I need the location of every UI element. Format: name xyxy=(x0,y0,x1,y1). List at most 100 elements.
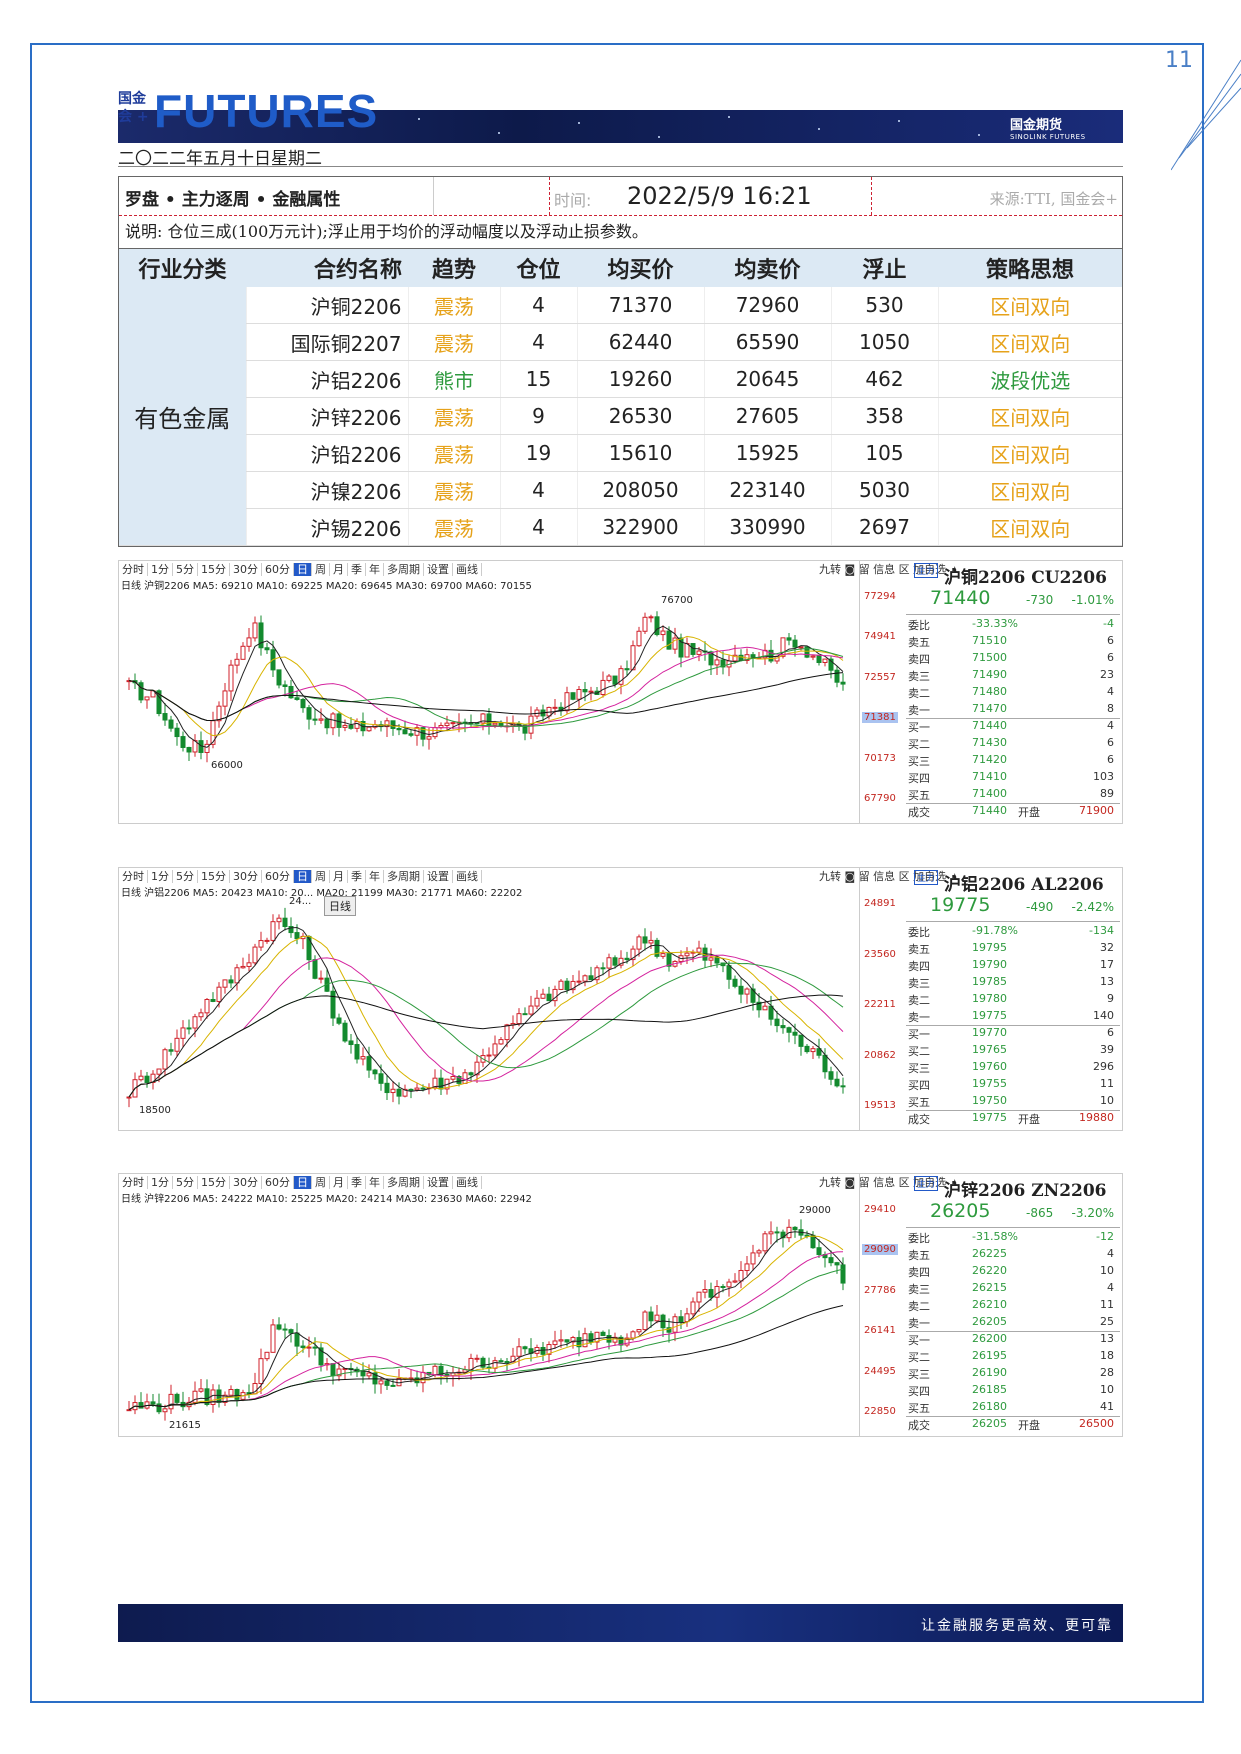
contract-name: 沪锡2206 xyxy=(245,508,408,546)
trend-cell: 震荡 xyxy=(407,323,500,361)
ask-row: 卖二 71480 4 xyxy=(908,685,1114,700)
chart-toolbar: 分时 1分 5分 15分 30分 60分日周月季年多周期 设置 画线 xyxy=(119,1174,859,1190)
candle-body xyxy=(264,939,270,942)
period-tab[interactable]: 周 xyxy=(312,870,330,883)
period-tab[interactable]: 周 xyxy=(312,1176,330,1189)
candle-body xyxy=(192,1390,198,1403)
period-tab[interactable]: 1分 xyxy=(148,563,173,576)
period-tab[interactable]: 多周期 xyxy=(384,563,424,576)
period-tab[interactable]: 设置 xyxy=(424,563,453,576)
candle-body xyxy=(408,1088,414,1091)
candle-body xyxy=(624,957,630,961)
period-tab[interactable]: 画线 xyxy=(453,563,482,576)
y-tick: 22211 xyxy=(864,999,896,1010)
period-tab[interactable]: 月 xyxy=(330,870,348,883)
period-tab[interactable]: 年 xyxy=(366,1176,384,1189)
candle-body xyxy=(672,637,678,650)
bid-row: 买五 19750 10 xyxy=(908,1094,1114,1109)
period-tab[interactable]: 分时 xyxy=(119,1176,148,1189)
period-tab[interactable]: 周 xyxy=(312,563,330,576)
brand-logo-text: 国金会 + xyxy=(118,91,149,125)
candle-body xyxy=(258,622,264,649)
period-tab[interactable]: 日 xyxy=(294,563,312,576)
zinc-chart[interactable]: 分时 1分 5分 15分 30分 60分日周月季年多周期 设置 画线 九转 ◙ 留 信息 区 加… xyxy=(118,1173,1123,1437)
period-tab[interactable]: 多周期 xyxy=(384,870,424,883)
chart-tools[interactable]: 九转 ◙ 留 信息 区 加自选 ➧ xyxy=(819,870,959,883)
bid-row: 买二 26195 18 xyxy=(908,1349,1114,1364)
ma-line xyxy=(128,635,844,737)
position-cell: 15 xyxy=(499,360,577,398)
quote-panel: 主力 沪铝2206 AL2206 19775 -490 -2.42% 委比 -91.78% -… xyxy=(906,868,1120,1130)
period-tab[interactable]: 画线 xyxy=(453,1176,482,1189)
candlestick-plot[interactable] xyxy=(119,561,859,823)
period-tab[interactable]: 30分 xyxy=(230,1176,262,1189)
period-tab[interactable]: 设置 xyxy=(424,870,453,883)
period-tab[interactable]: 60分 xyxy=(262,1176,294,1189)
period-tab[interactable]: 分时 xyxy=(119,563,148,576)
candle-body xyxy=(270,921,276,941)
copper-chart[interactable]: 分时 1分 5分 15分 30分 60分日周月季年多周期 设置 画线 九转 ◙ 留 信息 区 加… xyxy=(118,560,1123,824)
period-tab[interactable]: 日 xyxy=(294,1176,312,1189)
candlestick-plot[interactable] xyxy=(119,868,859,1130)
period-tab[interactable]: 年 xyxy=(366,870,384,883)
period-tab[interactable]: 分时 xyxy=(119,870,148,883)
period-tab[interactable]: 5分 xyxy=(173,563,198,576)
candle-body xyxy=(348,724,354,729)
ma-legend: 日线 沪锌2206 MA5: 24222 MA10: 25225 MA20: 2… xyxy=(121,1194,532,1205)
period-tab[interactable]: 15分 xyxy=(198,563,230,576)
candle-body xyxy=(654,939,660,957)
candle-body xyxy=(390,720,396,729)
period-tab[interactable]: 15分 xyxy=(198,870,230,883)
candle-body xyxy=(186,1027,192,1030)
period-tab[interactable]: 30分 xyxy=(230,563,262,576)
period-tab[interactable]: 年 xyxy=(366,563,384,576)
float-stop-cell: 358 xyxy=(830,397,938,435)
candle-body xyxy=(768,1231,774,1235)
aluminum-chart[interactable]: 分时 1分 5分 15分 30分 60分日周月季年多周期 设置 画线 九转 ◙ 留 信息 区 加… xyxy=(118,867,1123,1131)
quote-panel: 主力 沪锌2206 ZN2206 26205 -865 -3.20% 委比 -31.58% -… xyxy=(906,1174,1120,1436)
candle-body xyxy=(306,707,312,720)
candle-body xyxy=(636,1329,642,1333)
period-tab[interactable]: 日 xyxy=(294,870,312,883)
strategy-cell: 区间双向 xyxy=(937,508,1122,546)
candle-body xyxy=(216,1389,222,1403)
page-frame xyxy=(30,43,1204,1703)
period-tab[interactable]: 15分 xyxy=(198,1176,230,1189)
candle-body xyxy=(318,718,324,721)
candle-body xyxy=(810,1048,816,1053)
period-tab[interactable]: 30分 xyxy=(230,870,262,883)
period-tab[interactable]: 60分 xyxy=(262,870,294,883)
period-tab[interactable]: 1分 xyxy=(148,870,173,883)
candle-body xyxy=(540,993,546,999)
period-tab[interactable]: 5分 xyxy=(173,1176,198,1189)
candlestick-plot[interactable] xyxy=(119,1174,859,1436)
candle-body xyxy=(636,936,642,950)
candle-body xyxy=(498,1360,504,1363)
candle-body xyxy=(366,1372,372,1377)
period-tab[interactable]: 月 xyxy=(330,1176,348,1189)
quote-title: 沪锌2206 ZN2206 xyxy=(944,1181,1107,1201)
chart-tools[interactable]: 九转 ◙ 留 信息 区 加自选 ➧ xyxy=(819,563,959,576)
candle-body xyxy=(480,1357,486,1368)
candle-body xyxy=(354,1044,360,1060)
period-tab[interactable]: 季 xyxy=(348,870,366,883)
chart-tools[interactable]: 九转 ◙ 留 信息 区 加自选 ➧ xyxy=(819,1176,959,1189)
period-tab[interactable]: 月 xyxy=(330,563,348,576)
period-tab[interactable]: 5分 xyxy=(173,870,198,883)
period-tab[interactable]: 季 xyxy=(348,1176,366,1189)
candle-body xyxy=(516,1013,522,1025)
candle-body xyxy=(552,988,558,1002)
ask-row: 卖一 71470 8 xyxy=(908,702,1114,717)
position-cell: 4 xyxy=(499,287,577,324)
period-tab[interactable]: 多周期 xyxy=(384,1176,424,1189)
period-tab[interactable]: 画线 xyxy=(453,870,482,883)
period-tab[interactable]: 季 xyxy=(348,563,366,576)
period-tab[interactable]: 60分 xyxy=(262,563,294,576)
period-tab[interactable]: 设置 xyxy=(424,1176,453,1189)
candle-body xyxy=(216,986,222,1002)
candle-body xyxy=(420,1087,426,1090)
period-tab[interactable]: 1分 xyxy=(148,1176,173,1189)
candle-body xyxy=(744,1263,750,1271)
candle-body xyxy=(600,679,606,695)
col-header: 浮止 xyxy=(831,249,938,287)
